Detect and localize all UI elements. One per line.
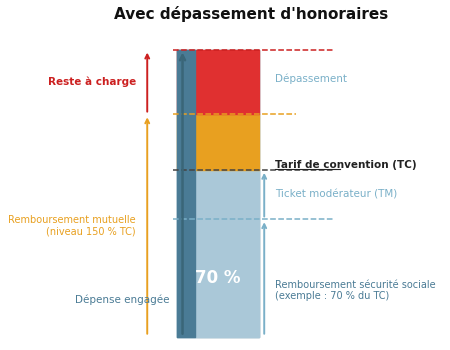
Text: Ticket modérateur (TM): Ticket modérateur (TM) — [275, 190, 398, 200]
Text: Remboursement sécurité sociale
(exemple : 70 % du TC): Remboursement sécurité sociale (exemple … — [275, 280, 436, 301]
Text: Dépense engagée: Dépense engagée — [75, 294, 170, 305]
Text: Dépassement: Dépassement — [275, 74, 347, 84]
Text: 70 %: 70 % — [195, 269, 241, 287]
Text: Remboursement mutuelle
(niveau 150 % TC): Remboursement mutuelle (niveau 150 % TC) — [9, 215, 136, 236]
Text: Reste à charge: Reste à charge — [48, 77, 136, 88]
Text: Avec dépassement d'honoraires: Avec dépassement d'honoraires — [114, 6, 388, 22]
Text: Tarif de convention (TC): Tarif de convention (TC) — [275, 160, 417, 170]
